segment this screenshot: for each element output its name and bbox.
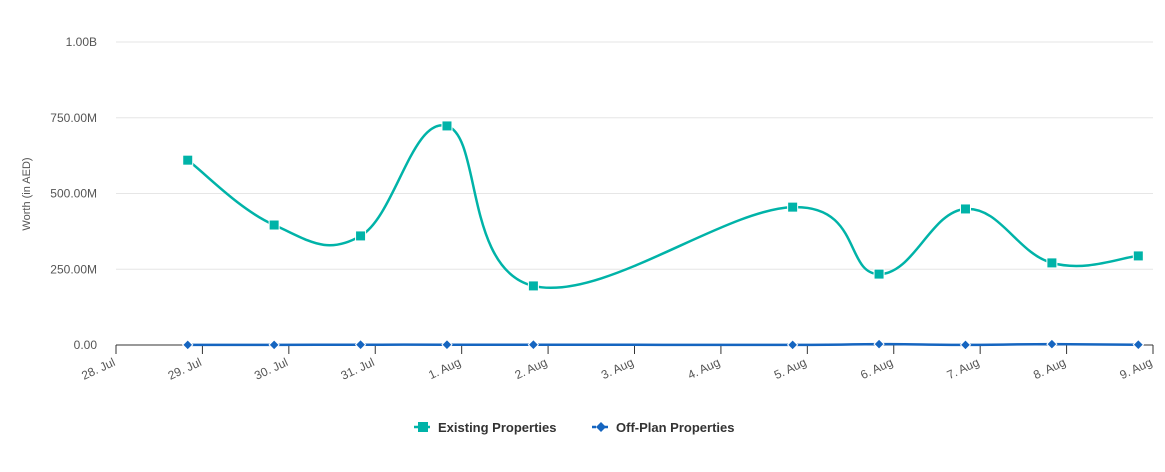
data-point-square: [787, 201, 799, 213]
data-point-square: [355, 230, 367, 242]
y-tick-label: 500.00M: [50, 187, 97, 201]
y-axis-title: Worth (in AED): [21, 157, 33, 230]
data-point-diamond: [441, 338, 453, 351]
legend-item-label: Off-Plan Properties: [616, 420, 734, 435]
data-point-square: [1046, 257, 1058, 269]
data-point-diamond: [354, 338, 367, 351]
data-point-diamond: [873, 338, 885, 350]
y-tick-label: 750.00M: [50, 111, 97, 125]
data-point-square: [268, 219, 280, 231]
series-line-existing: [186, 124, 1139, 289]
x-axis: 28. Jul 29. Jul 30. Jul 31. Jul 1. Aug 2. Aug…: [79, 344, 1155, 383]
data-point-square: [959, 203, 971, 215]
x-tick-label: 6. Aug: [858, 355, 895, 382]
x-tick-label: 9. Aug: [1118, 355, 1155, 382]
data-point-square: [873, 268, 885, 280]
legend-diamond-icon: [596, 422, 606, 432]
x-tick-label: 2. Aug: [513, 355, 550, 382]
data-point-diamond: [959, 339, 972, 351]
data-point-diamond: [786, 339, 799, 351]
x-tick-label: 31. Jul: [339, 355, 377, 383]
series-line-off-plan: [187, 342, 1139, 347]
legend-square-icon: [418, 422, 428, 432]
y-tick-label: 250.00M: [50, 262, 97, 276]
y-tick-label: 1.00B: [66, 35, 97, 49]
legend: Existing Properties Off-Plan Properties: [414, 420, 734, 435]
legend-item-label: Existing Properties: [438, 420, 556, 435]
x-tick-label: 5. Aug: [772, 355, 809, 382]
data-point-square: [441, 120, 453, 132]
x-tick-label: 28. Jul: [79, 355, 117, 383]
data-point-diamond: [1046, 338, 1058, 350]
series-layer: [182, 120, 1145, 351]
x-tick-label: 1. Aug: [426, 355, 463, 382]
x-tick-label: 8. Aug: [1031, 355, 1068, 382]
data-point-diamond: [1132, 338, 1145, 351]
x-tick-label: 3. Aug: [599, 355, 636, 382]
x-tick-label: 30. Jul: [252, 355, 290, 383]
data-point-square: [527, 280, 539, 292]
y-axis-labels: 0.00 250.00M 500.00M 750.00M 1.00B: [50, 35, 97, 352]
x-tick-label: 4. Aug: [685, 355, 722, 382]
data-point-square: [1132, 250, 1144, 262]
data-point-diamond: [182, 339, 194, 351]
grid-lines: [116, 41, 1153, 270]
x-tick-label: 7. Aug: [945, 355, 982, 382]
data-point-diamond: [527, 338, 540, 351]
data-point-square: [182, 154, 194, 166]
data-point-diamond: [268, 339, 280, 351]
y-tick-label: 0.00: [74, 338, 98, 352]
x-tick-label: 29. Jul: [166, 355, 204, 383]
